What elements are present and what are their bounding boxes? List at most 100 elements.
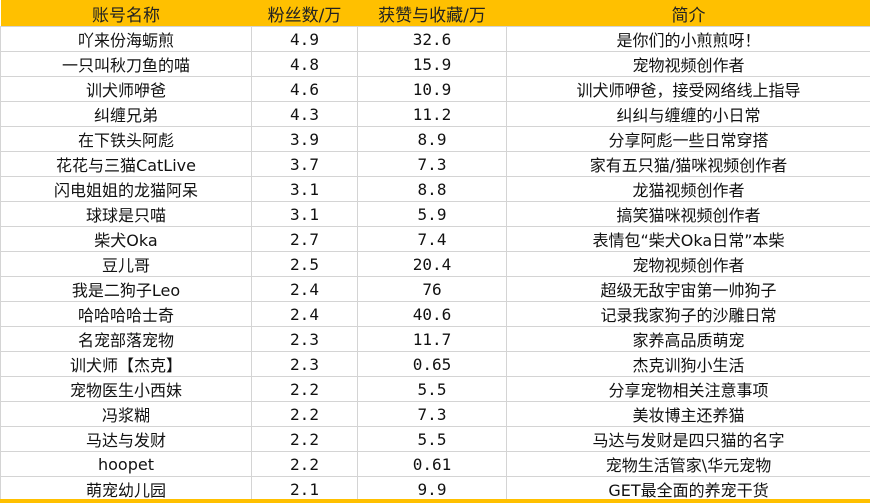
account-name-cell: 柴犬Oka: [0, 226, 252, 252]
followers-cell: 4.3: [251, 101, 358, 127]
table-row: 训犬师咿爸 4.6 10.9 训犬师咿爸，接受网络线上指导: [0, 76, 870, 102]
header-likes-favorites: 获赞与收藏/万: [357, 0, 507, 27]
likes-cell: 7.3: [357, 151, 507, 177]
table-row: 闪电姐姐的龙猫阿呆 3.1 8.8 龙猫视频创作者: [0, 176, 870, 202]
bio-cell: 搞笑猫咪视频创作者: [506, 201, 870, 227]
table-row: 一只叫秋刀鱼的喵 4.8 15.9 宠物视频创作者: [0, 51, 870, 77]
table-row: 纠缠兄弟 4.3 11.2 纠纠与缠缠的小日常: [0, 101, 870, 127]
followers-cell: 2.2: [251, 401, 358, 427]
account-name-cell: 吖来份海蛎煎: [0, 26, 252, 52]
table-row: 在下铁头阿彪 3.9 8.9 分享阿彪一些日常穿搭: [0, 126, 870, 152]
account-name-cell: 哈哈哈哈士奇: [0, 301, 252, 327]
followers-cell: 2.4: [251, 301, 358, 327]
account-name-cell: 豆儿哥: [0, 251, 252, 277]
likes-cell: 5.9: [357, 201, 507, 227]
account-name-cell: 一只叫秋刀鱼的喵: [0, 51, 252, 77]
bio-cell: GET最全面的养宠干货: [506, 476, 870, 502]
followers-cell: 2.4: [251, 276, 358, 302]
bio-cell: 马达与发财是四只猫的名字: [506, 426, 870, 452]
account-name-cell: 宠物医生小西妹: [0, 376, 252, 402]
likes-cell: 0.61: [357, 451, 507, 477]
likes-cell: 15.9: [357, 51, 507, 77]
table-row: 萌宠幼儿园 2.1 9.9 GET最全面的养宠干货: [0, 476, 870, 502]
bio-cell: 训犬师咿爸，接受网络线上指导: [506, 76, 870, 102]
table-row: 吖来份海蛎煎 4.9 32.6 是你们的小煎煎呀！: [0, 26, 870, 52]
followers-cell: 2.2: [251, 376, 358, 402]
likes-cell: 76: [357, 276, 507, 302]
bio-cell: 是你们的小煎煎呀！: [506, 26, 870, 52]
bio-cell: 纠纠与缠缠的小日常: [506, 101, 870, 127]
likes-cell: 8.9: [357, 126, 507, 152]
bio-cell: 家养高品质萌宠: [506, 326, 870, 352]
account-name-cell: 我是二狗子Leo: [0, 276, 252, 302]
account-name-cell: 训犬师【杰克】: [0, 351, 252, 377]
bio-cell: 记录我家狗子的沙雕日常: [506, 301, 870, 327]
account-name-cell: 花花与三猫CatLive: [0, 151, 252, 177]
bio-cell: 分享阿彪一些日常穿搭: [506, 126, 870, 152]
likes-cell: 7.4: [357, 226, 507, 252]
table-row: 训犬师【杰克】 2.3 0.65 杰克训狗小生活: [0, 351, 870, 377]
bio-cell: 宠物视频创作者: [506, 51, 870, 77]
likes-cell: 0.65: [357, 351, 507, 377]
account-name-cell: 冯浆糊: [0, 401, 252, 427]
bio-cell: 龙猫视频创作者: [506, 176, 870, 202]
likes-cell: 8.8: [357, 176, 507, 202]
followers-cell: 4.8: [251, 51, 358, 77]
table-body: 吖来份海蛎煎 4.9 32.6 是你们的小煎煎呀！ 一只叫秋刀鱼的喵 4.8 15.9 宠物视…: [0, 26, 870, 502]
followers-cell: 4.9: [251, 26, 358, 52]
bio-cell: 宠物视频创作者: [506, 251, 870, 277]
bio-cell: 杰克训狗小生活: [506, 351, 870, 377]
header-row: 账号名称 粉丝数/万 获赞与收藏/万 简介: [0, 0, 870, 27]
bio-cell: 美妆博主还养猫: [506, 401, 870, 427]
header-account-name: 账号名称: [0, 0, 252, 27]
account-name-cell: 萌宠幼儿园: [0, 476, 252, 502]
bio-cell: 超级无敌宇宙第一帅狗子: [506, 276, 870, 302]
followers-cell: 2.1: [251, 476, 358, 502]
account-name-cell: 在下铁头阿彪: [0, 126, 252, 152]
header-bio: 简介: [506, 0, 870, 27]
likes-cell: 20.4: [357, 251, 507, 277]
likes-cell: 10.9: [357, 76, 507, 102]
likes-cell: 11.7: [357, 326, 507, 352]
table-row: 哈哈哈哈士奇 2.4 40.6 记录我家狗子的沙雕日常: [0, 301, 870, 327]
table-row: 花花与三猫CatLive 3.7 7.3 家有五只猫/猫咪视频创作者: [0, 151, 870, 177]
account-name-cell: 闪电姐姐的龙猫阿呆: [0, 176, 252, 202]
followers-cell: 2.2: [251, 451, 358, 477]
account-name-cell: 纠缠兄弟: [0, 101, 252, 127]
table-row: 我是二狗子Leo 2.4 76 超级无敌宇宙第一帅狗子: [0, 276, 870, 302]
account-name-cell: 马达与发财: [0, 426, 252, 452]
header-followers: 粉丝数/万: [251, 0, 358, 27]
table-row: 宠物医生小西妹 2.2 5.5 分享宠物相关注意事项: [0, 376, 870, 402]
likes-cell: 5.5: [357, 426, 507, 452]
followers-cell: 4.6: [251, 76, 358, 102]
likes-cell: 40.6: [357, 301, 507, 327]
followers-cell: 2.2: [251, 426, 358, 452]
bio-cell: 宠物生活管家\华元宠物: [506, 451, 870, 477]
followers-cell: 2.3: [251, 326, 358, 352]
bio-cell: 家有五只猫/猫咪视频创作者: [506, 151, 870, 177]
likes-cell: 9.9: [357, 476, 507, 502]
account-name-cell: 名宠部落宠物: [0, 326, 252, 352]
account-name-cell: hoopet: [0, 451, 252, 477]
table-row: 名宠部落宠物 2.3 11.7 家养高品质萌宠: [0, 326, 870, 352]
table-row: hoopet 2.2 0.61 宠物生活管家\华元宠物: [0, 451, 870, 477]
account-name-cell: 球球是只喵: [0, 201, 252, 227]
likes-cell: 5.5: [357, 376, 507, 402]
followers-cell: 3.1: [251, 201, 358, 227]
followers-cell: 2.3: [251, 351, 358, 377]
table-row: 冯浆糊 2.2 7.3 美妆博主还养猫: [0, 401, 870, 427]
followers-cell: 3.9: [251, 126, 358, 152]
account-name-cell: 训犬师咿爸: [0, 76, 252, 102]
table-row: 马达与发财 2.2 5.5 马达与发财是四只猫的名字: [0, 426, 870, 452]
followers-cell: 3.7: [251, 151, 358, 177]
followers-cell: 2.7: [251, 226, 358, 252]
likes-cell: 7.3: [357, 401, 507, 427]
bio-cell: 表情包“柴犬Oka日常”本柴: [506, 226, 870, 252]
table-row: 豆儿哥 2.5 20.4 宠物视频创作者: [0, 251, 870, 277]
table-row: 球球是只喵 3.1 5.9 搞笑猫咪视频创作者: [0, 201, 870, 227]
bottom-border-bar: [0, 499, 870, 503]
followers-cell: 3.1: [251, 176, 358, 202]
likes-cell: 32.6: [357, 26, 507, 52]
table-row: 柴犬Oka 2.7 7.4 表情包“柴犬Oka日常”本柴: [0, 226, 870, 252]
